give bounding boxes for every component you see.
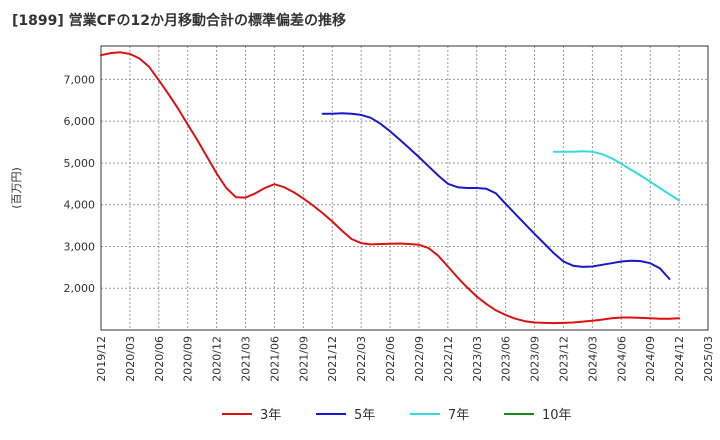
x-tick-label: 2024/03 (586, 336, 599, 382)
x-tick-label: 2020/03 (124, 336, 137, 382)
x-tick-label: 2023/06 (500, 336, 513, 382)
y-tick-label: 3,000 (64, 240, 96, 253)
series-line-0 (100, 51, 681, 325)
series-line-1 (321, 112, 671, 280)
y-tick-label: 2,000 (64, 282, 96, 295)
series-layer (100, 51, 681, 325)
x-tick-label: 2022/12 (442, 336, 455, 382)
y-tick-label: 4,000 (64, 199, 96, 212)
x-tick-label: 2024/12 (673, 336, 686, 382)
y-axis-label: (百万円) (10, 167, 23, 209)
x-tick-label: 2020/09 (182, 336, 195, 382)
x-tick-label: 2021/12 (326, 336, 339, 382)
plot-frame (100, 45, 709, 331)
legend-label-0: 3年 (260, 408, 281, 423)
x-tick-label: 2021/03 (240, 336, 253, 382)
axis-layer: 2,000 3,000 4,000 5,000 6,000 7,000 2019/12 202… (10, 45, 715, 382)
x-tick-label: 2019/12 (95, 336, 108, 382)
x-tick-label: 2021/06 (268, 336, 281, 382)
x-tick-label: 2023/12 (557, 336, 570, 382)
x-tick-label: 2022/06 (384, 336, 397, 382)
series-line-2 (552, 150, 681, 202)
x-tick-label: 2024/09 (644, 336, 657, 382)
legend-label-1: 5年 (354, 408, 375, 423)
x-tick-label: 2020/12 (211, 336, 224, 382)
x-tick-label: 2021/09 (297, 336, 310, 382)
chart-title: [1899] 営業CFの12か月移動合計の標準偏差の推移 (12, 13, 346, 29)
x-tick-label: 2023/03 (471, 336, 484, 382)
x-tick-label: 2024/06 (615, 336, 628, 382)
grid-layer (100, 46, 709, 330)
y-tick-label: 6,000 (64, 115, 96, 128)
x-tick-label: 2022/03 (355, 336, 368, 382)
y-tick-label: 7,000 (64, 73, 96, 86)
x-tick-label: 2022/09 (413, 336, 426, 382)
y-tick-label: 5,000 (64, 157, 96, 170)
legend: 3年 5年 7年 10年 (222, 408, 572, 423)
x-tick-label: 2025/03 (702, 336, 715, 382)
legend-label-3: 10年 (542, 408, 572, 423)
legend-label-2: 7年 (448, 408, 469, 423)
x-tick-label: 2020/06 (153, 336, 166, 382)
x-tick-label: 2023/09 (529, 336, 542, 382)
